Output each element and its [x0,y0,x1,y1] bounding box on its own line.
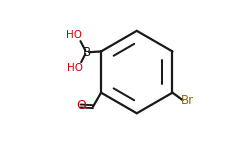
Text: Br: Br [180,94,194,106]
Text: HO: HO [66,30,82,40]
Text: B: B [83,46,91,59]
Text: HO: HO [67,63,83,73]
Text: O: O [76,99,86,112]
